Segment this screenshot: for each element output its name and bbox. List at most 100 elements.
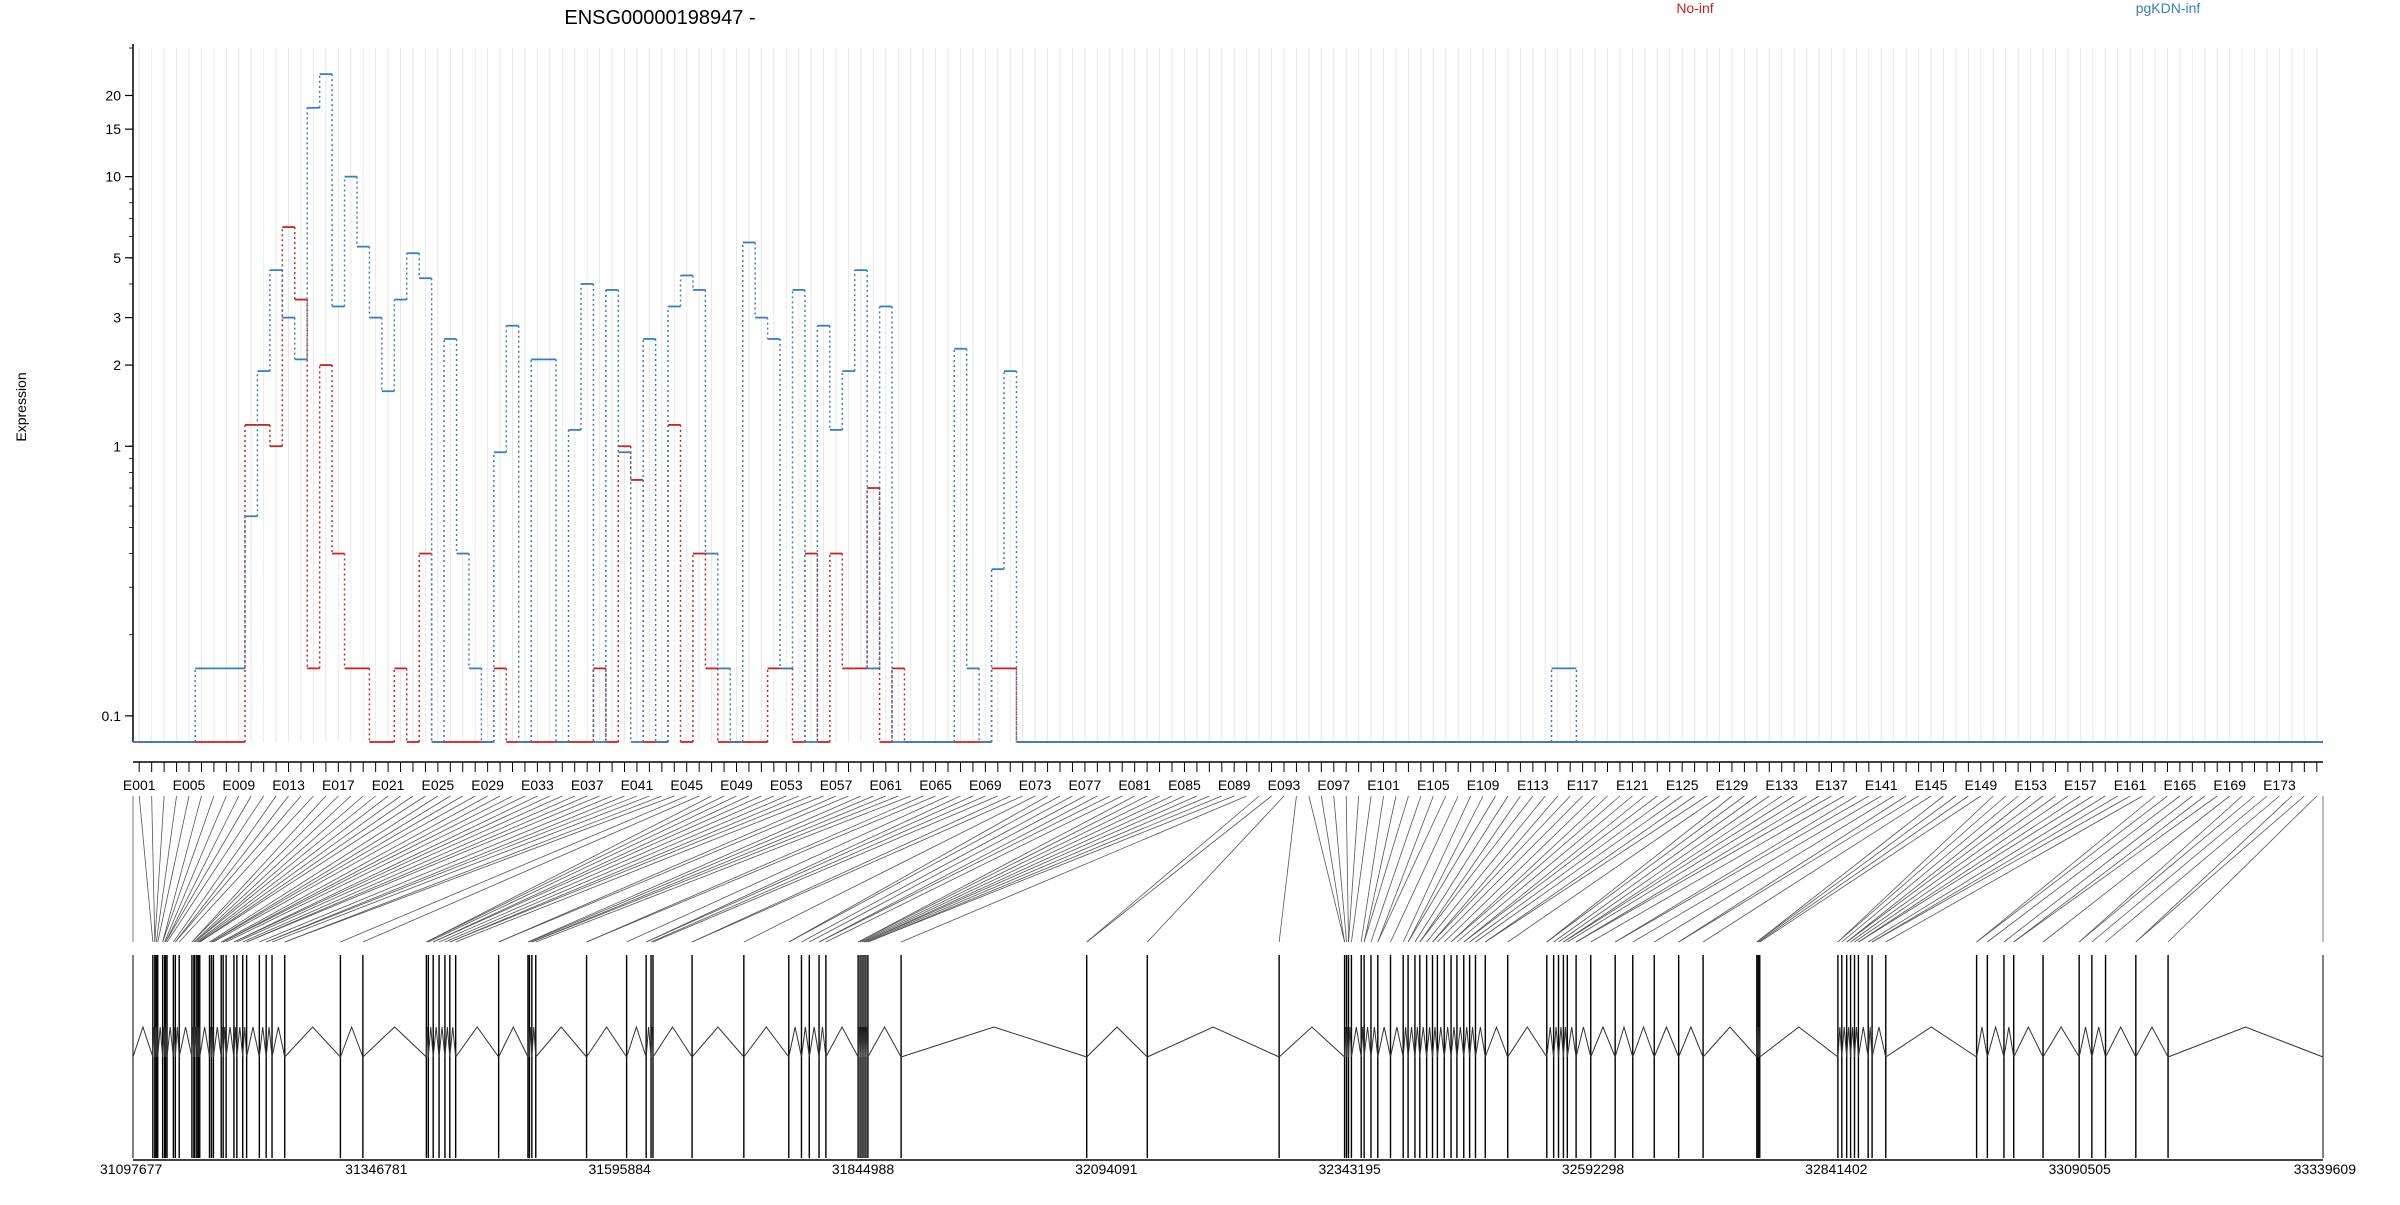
exon-label: E113 bbox=[1517, 777, 1549, 793]
exon-connector bbox=[1278, 795, 1297, 943]
exon-connector bbox=[242, 795, 575, 943]
gene-intron bbox=[1976, 1026, 1988, 1058]
gene-intron bbox=[650, 1026, 654, 1058]
exon-connector bbox=[1407, 795, 1484, 943]
gene-intron bbox=[174, 1026, 180, 1058]
genomic-tick-label: 32841402 bbox=[1805, 1161, 1868, 1177]
exon-label: E013 bbox=[272, 777, 305, 793]
gene-intron bbox=[531, 1026, 537, 1058]
gene-intron bbox=[427, 1026, 434, 1058]
exon-connector bbox=[867, 795, 1222, 943]
exon-label: E133 bbox=[1765, 777, 1798, 793]
gene-intron bbox=[242, 1026, 248, 1058]
exon-connector bbox=[1432, 795, 1559, 943]
exon-connector bbox=[2042, 795, 2230, 943]
series-lines bbox=[133, 73, 2323, 743]
exon-connector bbox=[266, 795, 625, 943]
genomic-tick-label: 32592298 bbox=[1562, 1161, 1625, 1177]
exon-label: E109 bbox=[1467, 777, 1500, 793]
exon-connector bbox=[157, 795, 190, 943]
exon-label: E061 bbox=[869, 777, 902, 793]
exon-label: E069 bbox=[969, 777, 1002, 793]
gene-intron bbox=[1566, 1026, 1577, 1058]
genomic-tick-label: 31097677 bbox=[100, 1161, 163, 1177]
exon-connector bbox=[449, 795, 812, 943]
gene-intron bbox=[1278, 1026, 1345, 1058]
exon-connector bbox=[2167, 795, 2318, 943]
gene-intron bbox=[1562, 1026, 1568, 1058]
exon-connector bbox=[1614, 795, 1857, 943]
exon-connector bbox=[154, 795, 165, 943]
genomic-tick-label: 33339609 bbox=[2294, 1161, 2357, 1177]
exon-connector bbox=[1837, 795, 2006, 943]
gene-intron bbox=[1147, 1026, 1280, 1058]
exon-connector bbox=[211, 795, 463, 943]
gene-intron bbox=[1558, 1026, 1564, 1058]
gene-intron bbox=[1484, 1025, 1509, 1058]
gene-intron bbox=[1653, 1025, 1680, 1058]
gene-intron bbox=[178, 1026, 193, 1058]
exon-connector bbox=[586, 795, 924, 943]
exon-connector bbox=[2013, 795, 2218, 943]
exon-connector bbox=[1351, 795, 1372, 943]
exon-connector bbox=[166, 795, 264, 943]
gene-intron bbox=[1678, 1025, 1704, 1058]
exon-connector bbox=[1348, 795, 1360, 943]
exon-connector bbox=[1426, 795, 1546, 943]
exon-connector bbox=[691, 795, 1011, 943]
exon-label: E121 bbox=[1616, 777, 1649, 793]
exon-connector bbox=[1432, 795, 1571, 943]
gene-intron bbox=[197, 1026, 201, 1058]
exon-connector bbox=[155, 795, 177, 943]
exon-connector bbox=[1553, 795, 1758, 943]
gene-intron bbox=[1857, 1026, 1869, 1058]
exon-connector bbox=[340, 795, 687, 943]
exon-connector bbox=[498, 795, 837, 943]
gene-intron bbox=[1360, 1026, 1365, 1058]
gene-intron bbox=[1402, 1026, 1409, 1058]
gene-intron bbox=[438, 1026, 446, 1058]
exon-connector bbox=[1414, 795, 1509, 943]
gene-intron bbox=[1407, 1026, 1416, 1058]
y-tick-label: 5 bbox=[113, 250, 121, 266]
exon-connector bbox=[1407, 795, 1496, 943]
exon-label: E105 bbox=[1417, 777, 1450, 793]
exon-connector bbox=[626, 795, 949, 943]
gene-intron bbox=[652, 1026, 693, 1058]
exon-connector bbox=[213, 795, 476, 943]
exon-connector bbox=[859, 795, 1160, 943]
gene-intron bbox=[1348, 1026, 1352, 1058]
gene-intron bbox=[2013, 1025, 2044, 1058]
gene-intron bbox=[2078, 1026, 2093, 1058]
gene-intron bbox=[1450, 1026, 1458, 1058]
gene-intron bbox=[800, 1026, 810, 1058]
exon-connector bbox=[2135, 795, 2305, 943]
gene-intron bbox=[1854, 1026, 1859, 1058]
exon-connector bbox=[1758, 795, 1969, 943]
genomic-tick-label: 31595884 bbox=[589, 1161, 652, 1177]
exon-label: E057 bbox=[820, 777, 853, 793]
exon-connector bbox=[1759, 795, 1982, 943]
exon-label: E053 bbox=[770, 777, 803, 793]
series-0 bbox=[133, 226, 2323, 743]
exon-connector bbox=[246, 795, 600, 943]
gene-intron bbox=[859, 1026, 863, 1058]
exon-connector bbox=[178, 795, 314, 943]
exon-connector bbox=[1756, 795, 1944, 943]
gene-intron bbox=[1350, 1026, 1362, 1058]
exon-connector bbox=[1837, 795, 1994, 943]
genomic-tick-label: 31844988 bbox=[832, 1161, 895, 1177]
y-tick-label: 3 bbox=[113, 310, 121, 326]
exon-connector bbox=[527, 795, 862, 943]
exon-connector bbox=[233, 795, 551, 943]
exon-connector bbox=[426, 795, 725, 943]
exon-connector bbox=[1846, 795, 2031, 943]
exon-connector bbox=[863, 795, 1198, 943]
exon-connector bbox=[223, 795, 513, 943]
gene-intron bbox=[222, 1026, 227, 1058]
exon-connector bbox=[162, 795, 202, 943]
gene-intron bbox=[1590, 1025, 1616, 1058]
exon-connector bbox=[1333, 795, 1347, 943]
exon-connector bbox=[1370, 795, 1422, 943]
